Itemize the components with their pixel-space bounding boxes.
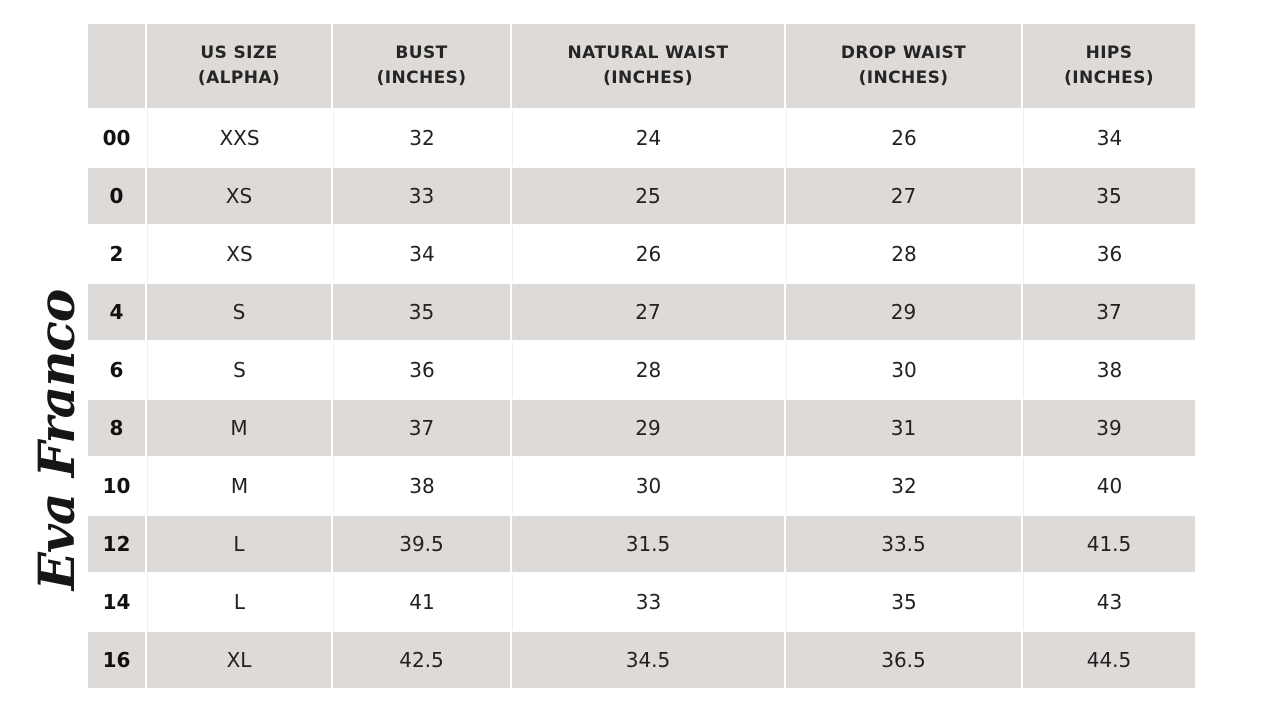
- cell-hips: 38: [1023, 342, 1195, 398]
- cell-hips: 41.5: [1023, 516, 1195, 572]
- cell-alpha: XS: [147, 226, 331, 282]
- cell-bust: 32: [333, 110, 510, 166]
- cell-natural-waist: 24: [512, 110, 784, 166]
- cell-hips: 36: [1023, 226, 1195, 282]
- cell-us-size: 12: [88, 516, 145, 572]
- cell-alpha: XS: [147, 168, 331, 224]
- cell-hips: 39: [1023, 400, 1195, 456]
- cell-alpha: XL: [147, 632, 331, 688]
- table-row-size-14: 14 L 41 33 35 43: [88, 574, 1195, 630]
- table-row-size-8: 8 M 37 29 31 39: [88, 400, 1195, 456]
- cell-us-size: 0: [88, 168, 145, 224]
- cell-us-size: 2: [88, 226, 145, 282]
- cell-bust: 33: [333, 168, 510, 224]
- cell-alpha: S: [147, 342, 331, 398]
- cell-drop-waist: 30: [786, 342, 1021, 398]
- table-row-size-4: 4 S 35 27 29 37: [88, 284, 1195, 340]
- cell-us-size: 00: [88, 110, 145, 166]
- table-row-size-0: 0 XS 33 25 27 35: [88, 168, 1195, 224]
- table-header: US SIZE (ALPHA) BUST (INCHES) NATURAL WA…: [88, 24, 1195, 108]
- cell-alpha: L: [147, 574, 331, 630]
- table-row-size-6: 6 S 36 28 30 38: [88, 342, 1195, 398]
- cell-us-size: 16: [88, 632, 145, 688]
- cell-bust: 39.5: [333, 516, 510, 572]
- cell-natural-waist: 26: [512, 226, 784, 282]
- cell-drop-waist: 36.5: [786, 632, 1021, 688]
- cell-drop-waist: 27: [786, 168, 1021, 224]
- cell-hips: 35: [1023, 168, 1195, 224]
- cell-natural-waist: 25: [512, 168, 784, 224]
- cell-drop-waist: 26: [786, 110, 1021, 166]
- cell-hips: 44.5: [1023, 632, 1195, 688]
- cell-bust: 37: [333, 400, 510, 456]
- table-row-size-16: 16 XL 42.5 34.5 36.5 44.5: [88, 632, 1195, 688]
- cell-hips: 37: [1023, 284, 1195, 340]
- cell-alpha: XXS: [147, 110, 331, 166]
- cell-alpha: L: [147, 516, 331, 572]
- table-body: 00 XXS 32 24 26 34 0 XS 33 25 27 35 2 XS…: [88, 110, 1195, 688]
- table-row-size-10: 10 M 38 30 32 40: [88, 458, 1195, 514]
- cell-drop-waist: 32: [786, 458, 1021, 514]
- cell-bust: 41: [333, 574, 510, 630]
- cell-natural-waist: 31.5: [512, 516, 784, 572]
- header-hips: HIPS (INCHES): [1023, 24, 1195, 108]
- cell-bust: 38: [333, 458, 510, 514]
- cell-us-size: 8: [88, 400, 145, 456]
- cell-bust: 42.5: [333, 632, 510, 688]
- cell-alpha: M: [147, 458, 331, 514]
- cell-drop-waist: 31: [786, 400, 1021, 456]
- table-row-size-00: 00 XXS 32 24 26 34: [88, 110, 1195, 166]
- cell-natural-waist: 34.5: [512, 632, 784, 688]
- cell-bust: 34: [333, 226, 510, 282]
- cell-us-size: 4: [88, 284, 145, 340]
- cell-drop-waist: 33.5: [786, 516, 1021, 572]
- table-row-size-12: 12 L 39.5 31.5 33.5 41.5: [88, 516, 1195, 572]
- cell-hips: 43: [1023, 574, 1195, 630]
- cell-drop-waist: 29: [786, 284, 1021, 340]
- cell-alpha: M: [147, 400, 331, 456]
- cell-us-size: 6: [88, 342, 145, 398]
- cell-alpha: S: [147, 284, 331, 340]
- cell-natural-waist: 33: [512, 574, 784, 630]
- cell-us-size: 14: [88, 574, 145, 630]
- cell-natural-waist: 29: [512, 400, 784, 456]
- header-drop-waist: DROP WAIST (INCHES): [786, 24, 1021, 108]
- cell-drop-waist: 28: [786, 226, 1021, 282]
- cell-bust: 35: [333, 284, 510, 340]
- cell-natural-waist: 30: [512, 458, 784, 514]
- cell-bust: 36: [333, 342, 510, 398]
- cell-hips: 40: [1023, 458, 1195, 514]
- cell-drop-waist: 35: [786, 574, 1021, 630]
- cell-natural-waist: 27: [512, 284, 784, 340]
- header-natural-waist: NATURAL WAIST (INCHES): [512, 24, 784, 108]
- size-chart-table: US SIZE (ALPHA) BUST (INCHES) NATURAL WA…: [86, 22, 1197, 690]
- cell-us-size: 10: [88, 458, 145, 514]
- cell-natural-waist: 28: [512, 342, 784, 398]
- cell-hips: 34: [1023, 110, 1195, 166]
- header-row: US SIZE (ALPHA) BUST (INCHES) NATURAL WA…: [88, 24, 1195, 108]
- table-row-size-2: 2 XS 34 26 28 36: [88, 226, 1195, 282]
- header-us-size-alpha: US SIZE (ALPHA): [147, 24, 331, 108]
- header-bust: BUST (INCHES): [333, 24, 510, 108]
- header-size-number: [88, 24, 145, 108]
